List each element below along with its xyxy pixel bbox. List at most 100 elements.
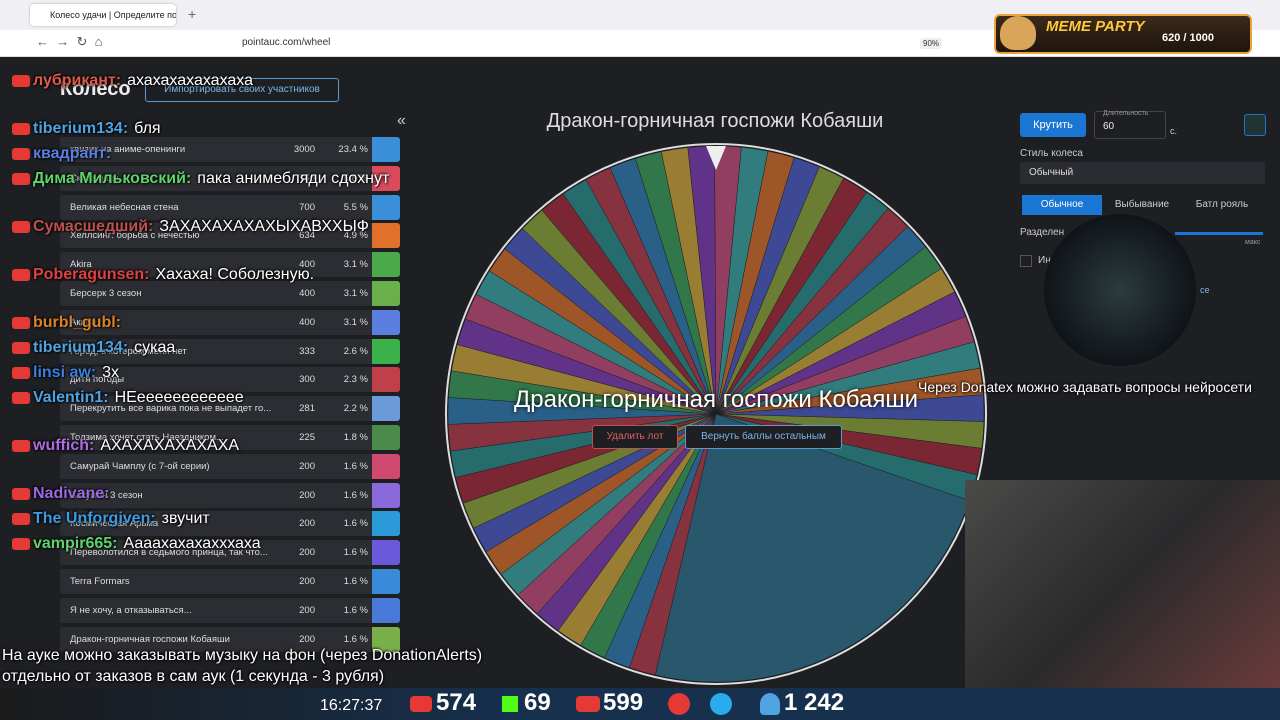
lot-action[interactable] — [372, 281, 400, 306]
avatar-circle — [1044, 214, 1196, 366]
live-badge — [12, 147, 30, 160]
spin-button[interactable]: Крутить — [1020, 113, 1086, 137]
meme-party-badge: MEME PARTY 620 / 1000 — [994, 14, 1252, 54]
lot-action[interactable] — [372, 511, 400, 537]
lot-action[interactable] — [372, 569, 400, 594]
chat-text: звучит — [161, 510, 210, 527]
lot-action[interactable] — [372, 597, 400, 623]
lot-action[interactable] — [372, 540, 400, 566]
browser-tab[interactable]: Колесо удачи | Определите по... — [30, 4, 176, 26]
split-slider[interactable] — [1175, 232, 1263, 235]
mode-tab[interactable]: Обычное — [1022, 195, 1102, 215]
lot-percent: 1.6 % — [343, 518, 368, 530]
lot-action[interactable] — [372, 309, 400, 335]
wheel-rim — [445, 143, 987, 685]
chat-user: Poberagunsen: — [33, 266, 150, 283]
mode-tab[interactable]: Выбывание — [1114, 199, 1170, 210]
lot-name: квизик на аниме-опенинги — [70, 144, 186, 155]
chat-text: бля — [134, 120, 161, 137]
lot-name: Берсерк 3 сезон — [70, 288, 142, 299]
zoom[interactable]: 90% — [920, 38, 943, 49]
chat-user: квадрант: — [33, 145, 112, 162]
lot-action[interactable] — [372, 252, 400, 278]
lot-percent: 1.6 % — [343, 547, 368, 559]
lot-action[interactable] — [372, 194, 400, 220]
kick-icon — [502, 696, 518, 712]
lot-action[interactable] — [372, 626, 400, 652]
import-button[interactable]: Импортировать своих участников — [145, 78, 339, 102]
checkbox[interactable] — [1020, 255, 1032, 267]
lot-name: Переволотился в седьмого принца, так что… — [70, 547, 268, 559]
new-tab[interactable]: + — [188, 6, 197, 22]
lot-row: дитя погоды 300 2.3 % — [60, 367, 400, 393]
lot-name: Хеллсинг: борьба с нечестью — [70, 230, 200, 242]
lot-row: Берсерк 3 сезон 400 3.1 % — [60, 281, 400, 306]
lot-action[interactable] — [372, 367, 400, 393]
lot-action[interactable] — [372, 453, 400, 479]
lot-percent: 2.2 % — [343, 403, 368, 415]
lot-name: Бакуман 3 сезон — [70, 489, 143, 501]
lot-amount: 200 — [299, 547, 315, 559]
live-badge — [12, 366, 30, 379]
lot-row: Великая небесная стена 700 5.5 % — [60, 194, 400, 220]
live-badge — [12, 316, 30, 329]
viewers-icon — [760, 693, 780, 715]
vk-icon — [576, 696, 600, 712]
delete-button[interactable]: Удалить лот — [592, 425, 678, 449]
lot-action[interactable] — [372, 137, 400, 162]
lot-name: Дракон-горничная госпожи Кобаяши — [70, 633, 230, 645]
chat-text: ЗАХАХАХАХАХЫХАВХХЫФ — [159, 218, 369, 235]
chat-message: vampir665: Аааахахахахххаха — [12, 535, 261, 553]
settings-link[interactable]: се — [1200, 285, 1210, 295]
chat-message: лубрикант: ахахахахахахаха — [12, 72, 253, 90]
collapse-button[interactable]: « — [397, 112, 406, 129]
chat-user: wuffich: — [33, 437, 95, 454]
chat-user: лубрикант: — [33, 72, 122, 89]
lot-amount: 700 — [299, 201, 315, 213]
lot-amount: 200 — [299, 460, 315, 472]
lot-action[interactable] — [372, 425, 400, 450]
duration-value: 60 — [1103, 121, 1115, 132]
lot-amount: 750 — [299, 172, 315, 184]
lot-amount: 400 — [299, 316, 315, 328]
duration-input[interactable]: Длительность 60 — [1094, 110, 1166, 139]
return-button[interactable]: Вернуть баллы остальным — [685, 425, 842, 449]
url[interactable]: pointauc.com/wheel — [242, 37, 331, 48]
nav-buttons[interactable]: ← → ↻ ⌂ — [36, 34, 103, 49]
wheel-title: Дракон-горничная госпожи Кобаяши — [546, 110, 884, 132]
chat-text: ахахахахахахаха — [127, 72, 254, 89]
lot-name: Terra Formars — [70, 576, 130, 587]
lot-amount: 200 — [299, 604, 315, 616]
stream-time: 16:27:37 — [320, 697, 383, 714]
chat-text: Аааахахахахххаха — [123, 535, 261, 552]
doge-icon — [1000, 16, 1036, 50]
lot-action[interactable] — [372, 396, 400, 422]
youtube-icon — [410, 696, 432, 712]
lot-name: Скитальцы — [70, 172, 119, 184]
lot-name: Тодзима хочет стать Наездником... — [70, 432, 224, 443]
lot-name: Самурай Чамплу (с 7-ой серии) — [70, 460, 210, 472]
lot-action[interactable] — [372, 165, 400, 191]
lot-name: Великая небесная стена — [70, 201, 179, 213]
duration-unit: с. — [1170, 126, 1178, 136]
lot-row: Бакуман 3 сезон 200 1.6 % — [60, 482, 400, 508]
lot-action[interactable] — [372, 223, 400, 249]
lot-amount: 333 — [299, 345, 315, 357]
lot-name: Акира — [70, 316, 97, 328]
chat-message: Сумасшедший: ЗАХАХАХАХАХЫХАВХХЫФ — [12, 218, 369, 236]
lot-amount: 200 — [299, 633, 315, 645]
lot-percent: 2.3 % — [343, 374, 368, 386]
live-badge — [12, 268, 30, 281]
lot-percent: 1.6 % — [343, 489, 368, 501]
style-select[interactable]: Обычный — [1020, 162, 1265, 184]
lot-name: Космическая Арьма — [70, 518, 159, 530]
chat-user: linsi aw: — [33, 364, 97, 381]
chat-user: tiberium134: — [33, 339, 129, 356]
lot-action[interactable] — [372, 482, 400, 508]
fullscreen-button[interactable] — [1244, 114, 1266, 136]
lot-action[interactable] — [372, 338, 400, 364]
vk-video-icon — [668, 693, 690, 715]
lot-row: Акира 400 3.1 % — [60, 309, 400, 335]
mode-tab[interactable]: Батл рояль — [1195, 199, 1249, 210]
